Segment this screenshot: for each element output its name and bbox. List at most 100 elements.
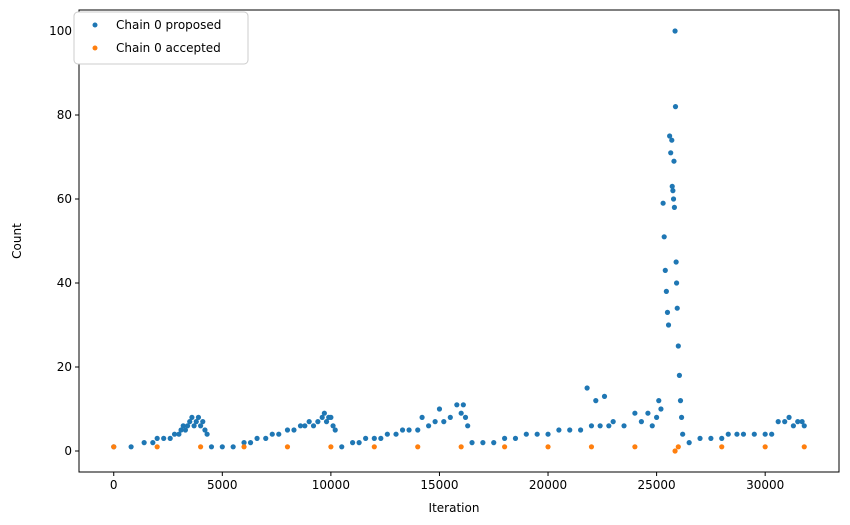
proposed-point (460, 402, 466, 408)
proposed-point (584, 385, 590, 391)
x-tick-label: 20000 (529, 478, 567, 492)
proposed-point (187, 419, 193, 425)
proposed-point (786, 414, 792, 420)
x-tick-label: 10000 (312, 478, 350, 492)
proposed-point (465, 423, 471, 429)
proposed-point (447, 414, 453, 420)
proposed-point (184, 423, 191, 429)
proposed-point (671, 204, 678, 210)
proposed-point (480, 440, 486, 446)
accepted-point (588, 444, 595, 450)
proposed-point (751, 431, 757, 437)
proposed-point (291, 427, 297, 433)
proposed-point (491, 440, 497, 446)
proposed-point (161, 435, 167, 441)
proposed-point (588, 423, 595, 429)
proposed-point (436, 406, 443, 412)
proposed-point (406, 427, 412, 433)
proposed-point (310, 423, 317, 429)
proposed-point (315, 419, 321, 425)
proposed-point (182, 427, 188, 433)
proposed-point (328, 414, 334, 420)
proposed-point (284, 427, 291, 433)
legend: Chain 0 proposed Chain 0 accepted (73, 11, 249, 65)
proposed-point (230, 444, 236, 450)
proposed-point (801, 423, 807, 429)
proposed-point (680, 431, 686, 437)
proposed-point (662, 267, 668, 273)
proposed-point (799, 419, 805, 425)
proposed-point (195, 414, 202, 420)
proposed-point (154, 435, 160, 441)
proposed-point (686, 440, 692, 446)
legend-label-proposed: Chain 0 proposed (116, 18, 221, 32)
proposed-point (769, 431, 775, 437)
proposed-point (241, 440, 247, 446)
proposed-point (523, 431, 529, 437)
accepted-point (502, 444, 508, 450)
y-tick-label: 60 (57, 192, 72, 206)
proposed-point (462, 414, 469, 420)
proposed-point (708, 435, 714, 441)
accepted-point (801, 444, 807, 450)
proposed-point (674, 305, 680, 311)
proposed-point (775, 419, 781, 425)
proposed-point (670, 196, 677, 202)
proposed-point (204, 431, 210, 437)
x-tick-label: 30000 (746, 478, 784, 492)
proposed-point (454, 402, 460, 408)
proposed-point (371, 435, 377, 441)
y-tick-label: 40 (57, 276, 72, 290)
proposed-point (419, 414, 425, 420)
proposed-point (677, 398, 684, 404)
proposed-point (670, 188, 676, 194)
proposed-point (669, 137, 675, 143)
proposed-point (319, 414, 325, 420)
proposed-point (567, 427, 573, 433)
proposed-point (658, 406, 664, 412)
accepted-point (284, 444, 291, 450)
proposed-point (393, 431, 399, 437)
proposed-point (512, 435, 519, 441)
proposed-point (171, 431, 178, 437)
proposed-point (660, 200, 666, 206)
legend-marker-proposed (92, 22, 98, 28)
proposed-point (645, 410, 651, 416)
proposed-point (339, 444, 345, 450)
y-axis-label: Count (10, 223, 24, 259)
accepted-point (719, 444, 725, 450)
proposed-point (306, 419, 312, 425)
accepted-point (154, 444, 160, 450)
proposed-point (667, 133, 673, 139)
proposed-point (330, 423, 336, 429)
proposed-point (632, 410, 638, 416)
proposed-point (297, 423, 304, 429)
legend-label-accepted: Chain 0 accepted (116, 41, 221, 55)
proposed-point (672, 104, 679, 110)
proposed-point (356, 440, 362, 446)
proposed-point (363, 435, 369, 441)
proposed-point (661, 234, 667, 240)
proposed-point (150, 440, 156, 446)
proposed-point (719, 435, 725, 441)
proposed-point (247, 440, 254, 446)
proposed-point (141, 440, 147, 446)
proposed-point (167, 435, 173, 441)
accepted-point (371, 444, 377, 450)
proposed-point (276, 431, 282, 437)
accepted-point (458, 444, 464, 450)
proposed-point (208, 444, 215, 450)
y-tick-label: 100 (49, 24, 72, 38)
proposed-point (432, 419, 438, 425)
proposed-point (676, 372, 683, 378)
proposed-point (350, 440, 356, 446)
proposed-point (762, 431, 768, 437)
proposed-point (332, 427, 338, 433)
proposed-point (426, 423, 432, 429)
proposed-point (782, 419, 788, 425)
proposed-point (740, 431, 747, 437)
y-axis-ticks: 0 20 40 60 80 100 (49, 24, 79, 458)
proposed-point (649, 423, 655, 429)
